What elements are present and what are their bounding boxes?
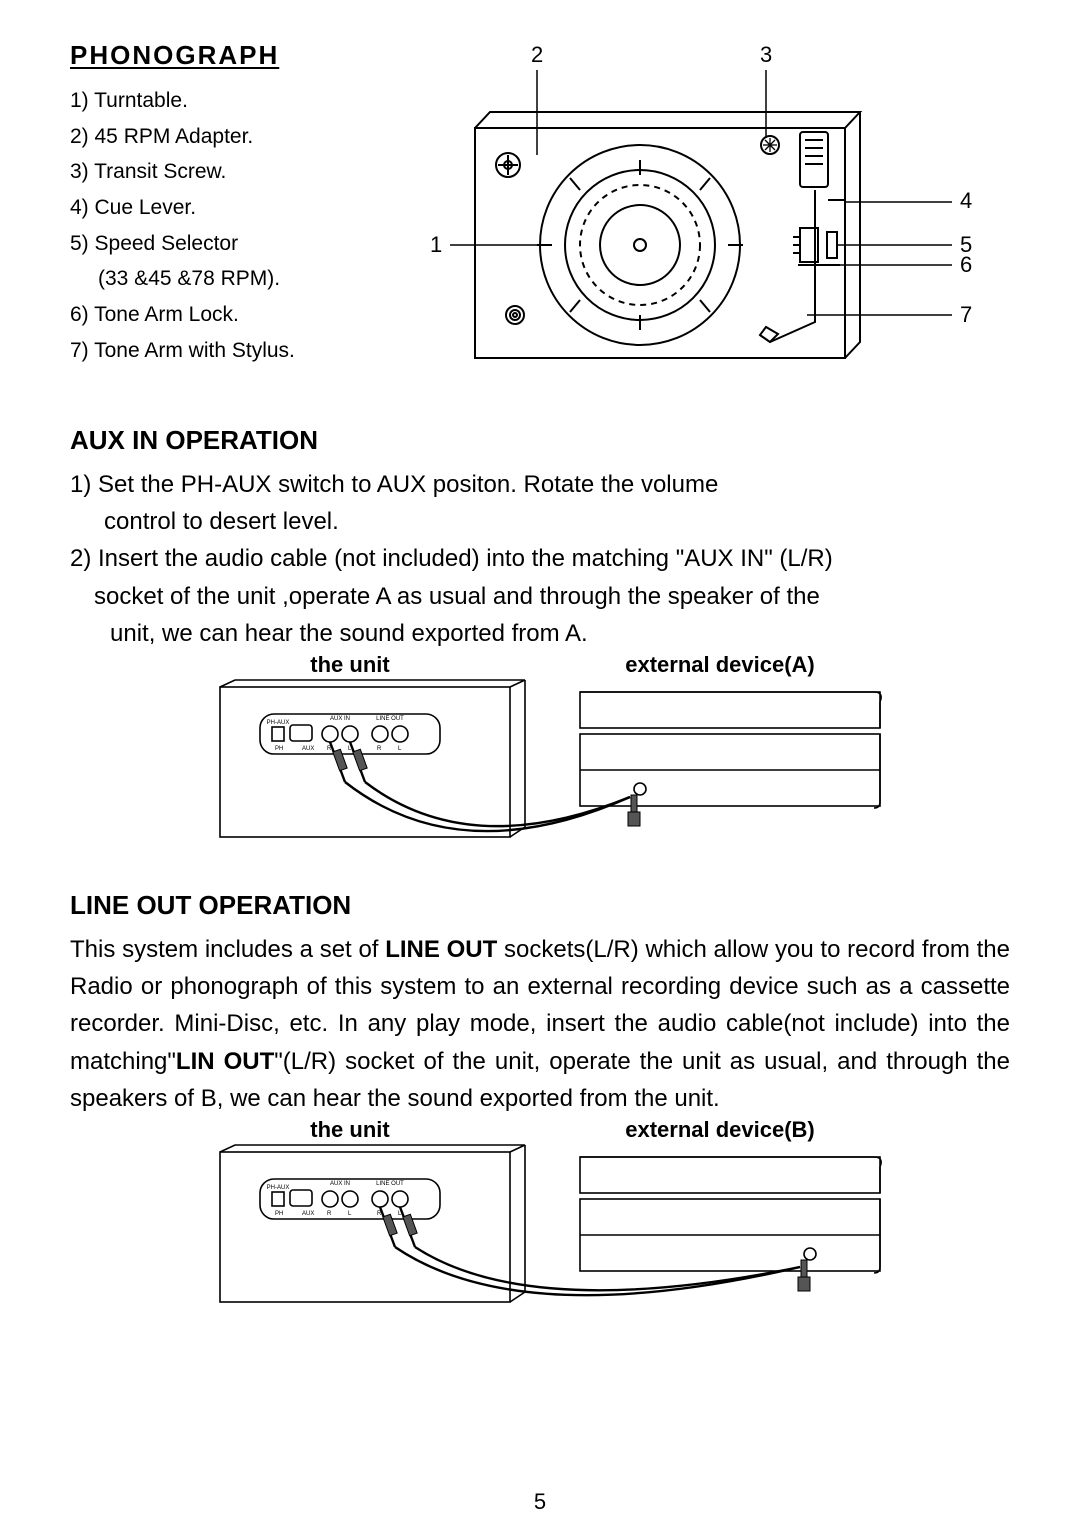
svg-text:L: L [398, 746, 402, 752]
lineout-label-ext: external device(B) [625, 1117, 815, 1142]
phonograph-diagram: 1 2 3 4 5 6 7 [380, 40, 1010, 375]
callout-7: 7 [960, 302, 972, 327]
aux-step1b: control to desert level. [70, 503, 1010, 540]
svg-text:R: R [327, 1211, 332, 1217]
svg-text:PH-AUX: PH-AUX [267, 1185, 290, 1191]
svg-text:PH-AUX: PH-AUX [267, 720, 290, 726]
aux-step2a: 2) Insert the audio cable (not included)… [70, 545, 833, 572]
svg-text:L: L [348, 1211, 352, 1217]
phonograph-parts-list: 1) Turntable. 2) 45 RPM Adapter. 3) Tran… [70, 83, 380, 369]
page-number: 5 [534, 1489, 546, 1515]
list-item: 6) Tone Arm Lock. [70, 297, 380, 333]
aux-heading: AUX IN OPERATION [70, 425, 1010, 456]
aux-label-ext: external device(A) [625, 652, 815, 677]
text-bold: LIN OUT [176, 1048, 274, 1075]
svg-text:AUX IN: AUX IN [330, 716, 350, 722]
svg-text:LINE OUT: LINE OUT [376, 716, 404, 722]
aux-diagram: the unit external device(A) [70, 652, 1010, 862]
aux-section: AUX IN OPERATION 1) Set the PH-AUX switc… [70, 425, 1010, 862]
svg-text:AUX: AUX [302, 1211, 314, 1217]
list-item: 1) Turntable. [70, 83, 380, 119]
callout-4: 4 [960, 188, 972, 213]
text-bold: LINE OUT [385, 936, 497, 963]
aux-label-unit: the unit [310, 652, 390, 677]
svg-text:LINE OUT: LINE OUT [376, 1181, 404, 1187]
aux-step2b: socket of the unit ,operate A as usual a… [70, 578, 1010, 615]
callout-3: 3 [760, 42, 772, 67]
svg-text:PH: PH [275, 746, 283, 752]
list-item: 4) Cue Lever. [70, 190, 380, 226]
svg-text:AUX IN: AUX IN [330, 1181, 350, 1187]
list-item: 2) 45 RPM Adapter. [70, 119, 380, 155]
list-item: 7) Tone Arm with Stylus. [70, 333, 380, 369]
lineout-heading: LINE OUT OPERATION [70, 890, 1010, 921]
list-item: (33 &45 &78 RPM). [70, 261, 380, 297]
svg-text:AUX: AUX [302, 746, 314, 752]
lineout-diagram: the unit external device(B) PH-AUX [70, 1117, 1010, 1327]
callout-6: 6 [960, 252, 972, 277]
lineout-section: LINE OUT OPERATION This system includes … [70, 890, 1010, 1327]
phonograph-heading: PHONOGRAPH [70, 40, 380, 71]
svg-text:R: R [377, 746, 382, 752]
svg-text:PH: PH [275, 1211, 283, 1217]
callout-1: 1 [430, 232, 442, 257]
list-item: 5) Speed Selector [70, 226, 380, 262]
lineout-paragraph: This system includes a set of LINE OUT s… [70, 931, 1010, 1117]
aux-step2c: unit, we can hear the sound exported fro… [70, 615, 1010, 652]
text-run: This system includes a set of [70, 936, 385, 963]
aux-step1a: 1) Set the PH-AUX switch to AUX positon.… [70, 471, 718, 498]
lineout-label-unit: the unit [310, 1117, 390, 1142]
callout-2: 2 [531, 42, 543, 67]
list-item: 3) Transit Screw. [70, 154, 380, 190]
phonograph-section: PHONOGRAPH 1) Turntable. 2) 45 RPM Adapt… [70, 40, 1010, 375]
